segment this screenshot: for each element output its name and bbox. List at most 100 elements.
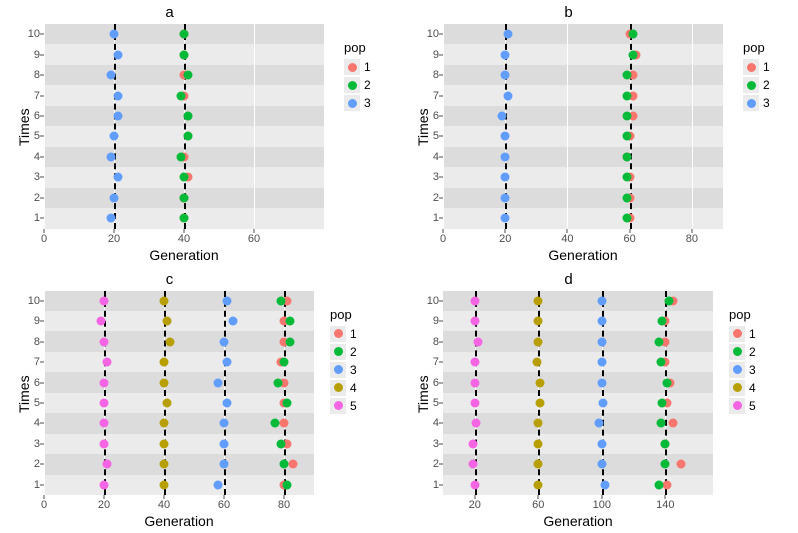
row-stripe xyxy=(44,291,314,311)
row-stripe xyxy=(443,208,723,228)
x-tick-mark xyxy=(104,495,105,499)
data-point xyxy=(183,71,192,80)
legend-label: 2 xyxy=(749,345,756,359)
row-stripe xyxy=(44,352,314,372)
legend-item: 4 xyxy=(330,380,357,396)
data-point xyxy=(501,173,510,182)
plot-area: 123456789102060100140 xyxy=(443,291,713,496)
x-axis-label: Generation xyxy=(443,247,723,263)
row-stripe xyxy=(443,331,713,351)
legend-dot-icon xyxy=(334,365,343,374)
legend-dot-icon xyxy=(334,347,343,356)
data-point xyxy=(470,358,479,367)
row-stripe xyxy=(443,24,723,44)
data-point xyxy=(597,378,606,387)
legend-item: 5 xyxy=(330,398,357,414)
x-gridline xyxy=(254,24,255,229)
legend-label: 2 xyxy=(350,345,357,359)
legend-label: 3 xyxy=(749,363,756,377)
legend-dot-icon xyxy=(747,81,756,90)
data-point xyxy=(658,317,667,326)
data-point xyxy=(286,317,295,326)
legend-item: 4 xyxy=(729,380,756,396)
data-point xyxy=(180,50,189,59)
legend-label: 1 xyxy=(350,327,357,341)
legend-key xyxy=(729,380,745,396)
data-point xyxy=(470,378,479,387)
data-point xyxy=(534,419,543,428)
data-point xyxy=(180,173,189,182)
legend-key xyxy=(344,59,360,75)
data-point xyxy=(176,91,185,100)
row-stripe xyxy=(44,454,314,474)
y-tick-mark xyxy=(439,218,443,219)
row-stripe xyxy=(443,188,723,208)
data-point xyxy=(597,296,606,305)
row-stripe xyxy=(44,311,314,331)
y-tick-mark xyxy=(439,423,443,424)
legend: pop12345 xyxy=(729,307,756,416)
y-axis-label: Times xyxy=(415,109,431,147)
y-tick-mark xyxy=(439,197,443,198)
data-point xyxy=(160,358,169,367)
x-tick-mark xyxy=(44,229,45,233)
legend-dot-icon xyxy=(733,383,742,392)
data-point xyxy=(599,398,608,407)
data-point xyxy=(622,152,631,161)
panel-c: c12345678910020406080TimesGenerationpop1… xyxy=(0,267,399,533)
y-tick-mark xyxy=(40,464,44,465)
y-tick-mark xyxy=(439,464,443,465)
data-point xyxy=(286,337,295,346)
y-tick-mark xyxy=(40,156,44,157)
data-point xyxy=(166,337,175,346)
plot-area: 12345678910020406080 xyxy=(44,291,314,496)
legend-item: 3 xyxy=(344,95,371,111)
data-point xyxy=(220,337,229,346)
data-point xyxy=(469,439,478,448)
panel-title: c xyxy=(0,271,339,288)
legend-label: 3 xyxy=(364,96,371,110)
data-point xyxy=(669,419,678,428)
data-point xyxy=(662,378,671,387)
legend-key xyxy=(330,362,346,378)
x-tick-mark xyxy=(443,229,444,233)
data-point xyxy=(656,419,665,428)
x-axis-label: Generation xyxy=(44,247,324,263)
data-point xyxy=(534,439,543,448)
legend-label: 4 xyxy=(749,381,756,395)
data-point xyxy=(214,480,223,489)
y-tick-mark xyxy=(439,156,443,157)
y-tick-mark xyxy=(40,177,44,178)
data-point xyxy=(655,480,664,489)
y-tick-mark xyxy=(439,54,443,55)
x-tick-mark xyxy=(691,229,692,233)
data-point xyxy=(277,296,286,305)
legend-item: 2 xyxy=(743,77,770,93)
data-point xyxy=(180,193,189,202)
y-axis-label: Times xyxy=(415,375,431,413)
data-point xyxy=(274,378,283,387)
legend-dot-icon xyxy=(348,63,357,72)
row-stripe xyxy=(44,393,314,413)
x-axis-label: Generation xyxy=(443,513,713,529)
panel-title: d xyxy=(399,271,738,288)
y-tick-mark xyxy=(40,362,44,363)
data-point xyxy=(220,419,229,428)
data-point xyxy=(501,50,510,59)
row-stripe xyxy=(443,44,723,64)
legend-item: 1 xyxy=(330,326,357,342)
legend-key xyxy=(743,59,759,75)
data-point xyxy=(183,132,192,141)
legend-key xyxy=(330,326,346,342)
data-point xyxy=(160,460,169,469)
x-gridline xyxy=(567,24,568,229)
data-point xyxy=(97,317,106,326)
legend-title: pop xyxy=(743,40,770,55)
panel-a: a123456789100204060TimesGenerationpop123 xyxy=(0,0,399,267)
data-point xyxy=(180,214,189,223)
data-point xyxy=(534,296,543,305)
data-point xyxy=(534,337,543,346)
x-gridline xyxy=(44,291,45,496)
data-point xyxy=(628,30,637,39)
data-point xyxy=(597,460,606,469)
